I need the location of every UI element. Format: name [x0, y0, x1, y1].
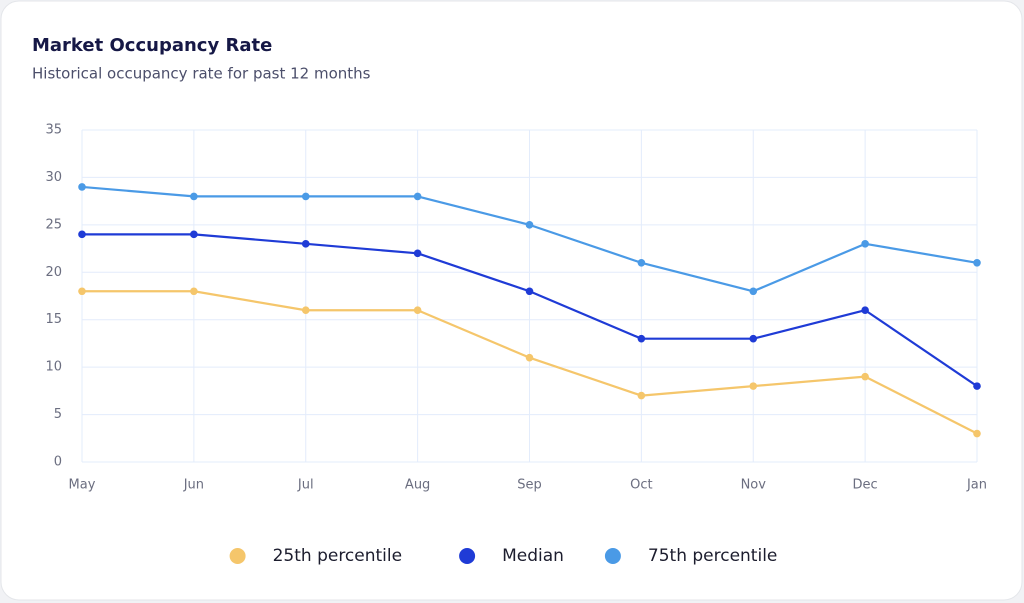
y-tick-label: 15 [45, 312, 62, 327]
chart-subtitle: Historical occupancy rate for past 12 mo… [32, 65, 371, 83]
data-point [749, 382, 758, 390]
data-point [190, 230, 198, 239]
legend-label: 25th percentile [273, 546, 403, 566]
legend-marker [604, 548, 621, 564]
x-tick-label: Dec [853, 478, 878, 493]
x-tick-label: May [69, 478, 96, 493]
data-point [973, 259, 981, 267]
data-point [78, 287, 86, 296]
data-point [637, 259, 646, 267]
legend-label: Median [502, 546, 564, 566]
x-tick-label: Jul [297, 478, 314, 493]
x-tick-label: Jun [183, 478, 204, 493]
y-tick-label: 0 [54, 455, 62, 470]
data-point [190, 192, 198, 201]
data-point [78, 230, 86, 239]
x-tick-label: Jan [966, 478, 987, 493]
x-tick-label: Nov [741, 478, 767, 493]
data-point [301, 306, 310, 315]
y-tick-label: 25 [45, 217, 62, 232]
data-point [413, 306, 422, 315]
x-tick-label: Aug [405, 478, 430, 493]
data-point [301, 192, 310, 201]
data-point [190, 287, 198, 296]
data-point [301, 240, 310, 248]
x-tick-label: Oct [630, 478, 652, 493]
data-point [973, 429, 981, 438]
data-point [637, 391, 646, 400]
data-point [525, 287, 534, 296]
data-point [861, 306, 869, 315]
chart-title: Market Occupancy Rate [32, 35, 272, 56]
legend-marker [229, 548, 246, 564]
y-tick-label: 10 [45, 360, 62, 375]
data-point [525, 221, 534, 229]
data-point [413, 249, 422, 258]
y-tick-label: 5 [54, 407, 62, 422]
data-point [413, 192, 422, 201]
data-point [861, 372, 869, 381]
x-tick-label: Sep [517, 478, 542, 493]
data-point [78, 183, 86, 191]
y-tick-label: 35 [45, 123, 62, 138]
legend-marker [459, 548, 476, 564]
legend-label: 75th percentile [648, 546, 778, 566]
y-tick-label: 20 [45, 265, 62, 280]
data-point [525, 353, 534, 362]
data-point [749, 334, 758, 343]
data-point [861, 240, 869, 248]
y-tick-label: 30 [45, 170, 62, 185]
data-point [749, 287, 758, 296]
data-point [637, 334, 646, 343]
data-point [973, 382, 981, 390]
